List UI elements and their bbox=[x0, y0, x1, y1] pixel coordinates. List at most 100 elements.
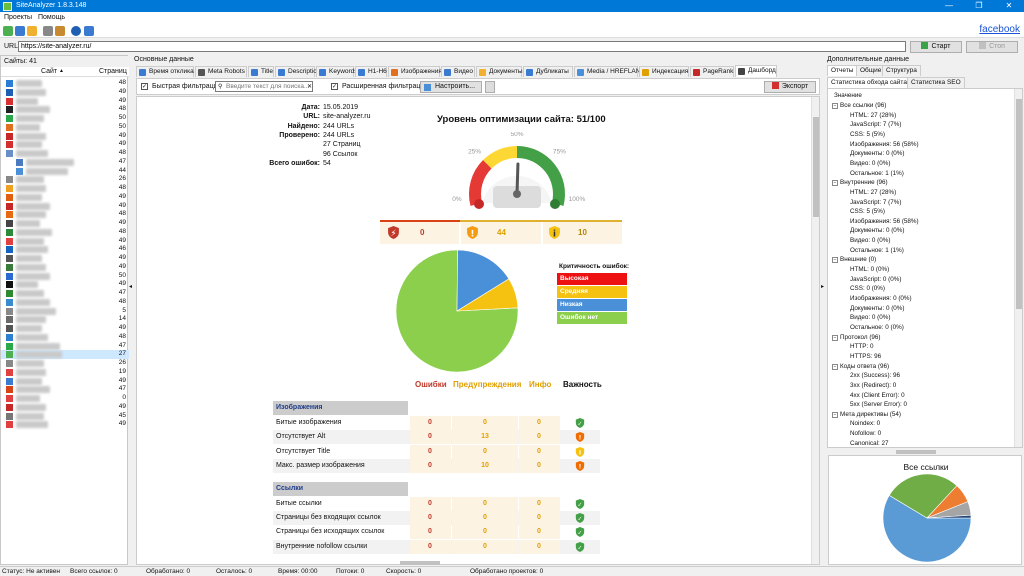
tab-item[interactable]: Документы bbox=[476, 66, 523, 77]
tree-group[interactable]: − Коды ответа (96) bbox=[832, 363, 889, 370]
site-row[interactable]: 47 bbox=[1, 342, 129, 351]
folder-icon[interactable] bbox=[27, 26, 37, 36]
tab-item[interactable]: Keywords bbox=[316, 66, 358, 77]
clear-search-icon[interactable]: ✕ bbox=[307, 84, 313, 90]
menu-projects[interactable]: Проекты bbox=[4, 14, 33, 21]
site-row[interactable]: 45 bbox=[1, 412, 129, 421]
tree-group[interactable]: − Внешние (0) bbox=[832, 256, 876, 264]
site-row[interactable]: 46 bbox=[1, 245, 129, 254]
tab-item[interactable]: Видео bbox=[441, 66, 475, 77]
col-site[interactable]: Сайт bbox=[41, 68, 58, 75]
collapse-toggle-icon[interactable]: − bbox=[832, 103, 838, 109]
site-row[interactable]: 48 bbox=[1, 149, 129, 158]
site-row[interactable]: 44 bbox=[1, 167, 129, 176]
site-row[interactable]: 49 bbox=[1, 377, 129, 386]
tab-structure[interactable]: Структура bbox=[882, 65, 921, 76]
configure-button[interactable]: Настроить... bbox=[420, 81, 482, 93]
site-row[interactable]: 48 bbox=[1, 228, 129, 237]
collapse-toggle-icon[interactable]: − bbox=[832, 334, 838, 341]
bottom-splitter[interactable] bbox=[400, 561, 440, 565]
tab-item[interactable]: Description bbox=[275, 66, 321, 77]
site-row[interactable]: 48 bbox=[1, 298, 129, 307]
tab-item[interactable]: Изображения bbox=[388, 66, 442, 77]
site-row[interactable]: 49 bbox=[1, 202, 129, 211]
site-row[interactable]: 27 bbox=[1, 350, 129, 359]
issue-row[interactable]: Макс. размер изображения 0 10 0! bbox=[273, 459, 600, 474]
tree-group[interactable]: − Внутренние (96) bbox=[832, 179, 888, 187]
tab-item[interactable]: Время отклика bbox=[136, 66, 194, 77]
tab-item[interactable]: Индексация bbox=[639, 66, 689, 77]
site-row[interactable]: 5 bbox=[1, 307, 129, 316]
tab-item[interactable]: Media / HREFLANG bbox=[574, 66, 646, 77]
tab-seo-stats[interactable]: Статистика SEO bbox=[907, 77, 965, 88]
menu-help[interactable]: Помощь bbox=[38, 14, 66, 21]
site-row[interactable]: 47 bbox=[1, 158, 129, 167]
issue-row[interactable]: Страницы без исходящих ссылок 0 0 0 ✓ bbox=[273, 525, 600, 540]
tree-group[interactable]: − Все ссылки (96) bbox=[832, 102, 886, 109]
issue-row[interactable]: Страницы без входящих ссылок 0 0 0 ✓ bbox=[273, 511, 600, 525]
url-input[interactable] bbox=[18, 41, 906, 52]
site-row[interactable]: 48 bbox=[1, 184, 129, 193]
facebook-link[interactable]: facebook bbox=[979, 24, 1020, 35]
site-row[interactable]: 49 bbox=[1, 324, 129, 333]
splitter-left-arrow[interactable]: ◂ bbox=[129, 284, 133, 290]
collapse-toggle-icon[interactable]: − bbox=[832, 363, 838, 370]
site-row[interactable]: 48 bbox=[1, 79, 129, 88]
tab-dashboard[interactable]: Дашборд bbox=[735, 65, 777, 77]
site-row[interactable]: 26 bbox=[1, 175, 129, 184]
update-icon[interactable] bbox=[84, 26, 94, 36]
splitter-right-arrow[interactable]: ▸ bbox=[821, 284, 825, 290]
site-row[interactable]: 49 bbox=[1, 97, 129, 106]
site-row[interactable]: 49 bbox=[1, 280, 129, 289]
tab-reports[interactable]: Отчеты bbox=[827, 65, 858, 76]
issue-row[interactable]: Отсутствует Title 0 0 0 i bbox=[273, 444, 600, 459]
site-row[interactable]: 48 bbox=[1, 210, 129, 219]
stop-button[interactable]: Стоп bbox=[966, 41, 1018, 53]
collapse-toggle-icon[interactable]: − bbox=[832, 257, 838, 264]
issue-row[interactable]: Битые изображения 0 0 0 ✓ bbox=[273, 416, 600, 430]
site-row[interactable]: 49 bbox=[1, 88, 129, 97]
site-row[interactable]: 47 bbox=[1, 289, 129, 298]
clear-filter-button[interactable] bbox=[485, 81, 495, 93]
site-row[interactable]: 50 bbox=[1, 123, 129, 132]
site-row[interactable]: 0 bbox=[1, 394, 129, 403]
site-row[interactable]: 49 bbox=[1, 263, 129, 272]
network-icon[interactable] bbox=[15, 26, 25, 36]
col-pages[interactable]: Страниц bbox=[99, 68, 127, 75]
tree-group[interactable]: − Протокол (96) bbox=[832, 334, 881, 341]
quick-filter-checkbox[interactable]: ✓ bbox=[141, 83, 148, 90]
site-row[interactable]: 48 bbox=[1, 105, 129, 114]
site-row[interactable]: 47 bbox=[1, 385, 129, 394]
advanced-filter-checkbox[interactable]: ✓ bbox=[331, 83, 338, 90]
issue-row[interactable]: Внутренние nofollow ссылки 0 0 0 ✓ bbox=[273, 539, 600, 554]
maximize-button[interactable]: ❐ bbox=[975, 1, 983, 10]
tab-crawl-stats[interactable]: Статистика обхода сайта bbox=[827, 77, 911, 88]
close-button[interactable]: ✕ bbox=[1005, 1, 1013, 10]
export-button[interactable]: Экспорт bbox=[764, 81, 816, 93]
issue-row[interactable]: Битые ссылки 0 0 0 ✓ bbox=[273, 496, 600, 511]
tab-general[interactable]: Общие bbox=[856, 65, 886, 76]
site-row[interactable]: 49 bbox=[1, 237, 129, 246]
filter-search-input[interactable] bbox=[215, 81, 313, 92]
tab-item[interactable]: PageRank bbox=[690, 66, 734, 77]
site-row[interactable]: 49 bbox=[1, 254, 129, 263]
site-row[interactable]: 19 bbox=[1, 368, 129, 377]
dashboard-scrollbar[interactable] bbox=[811, 97, 819, 564]
tools-icon[interactable] bbox=[43, 26, 53, 36]
site-row[interactable]: 49 bbox=[1, 132, 129, 141]
tab-item[interactable]: Title bbox=[248, 66, 274, 77]
right-splitter[interactable] bbox=[896, 450, 936, 454]
site-row[interactable]: 49 bbox=[1, 193, 129, 202]
add-project-icon[interactable] bbox=[3, 26, 13, 36]
info-icon[interactable] bbox=[71, 26, 81, 36]
site-row[interactable]: 26 bbox=[1, 359, 129, 368]
filter-icon[interactable] bbox=[55, 26, 65, 36]
tree-group[interactable]: − Мета директивы (54) bbox=[832, 411, 901, 418]
collapse-toggle-icon[interactable]: − bbox=[832, 180, 838, 187]
tree-scrollbar[interactable] bbox=[1014, 89, 1022, 447]
tab-item[interactable]: Дубликаты bbox=[523, 66, 573, 77]
site-row[interactable]: 14 bbox=[1, 315, 129, 324]
site-row[interactable]: 50 bbox=[1, 114, 129, 123]
tab-item[interactable]: Meta Robots bbox=[195, 66, 247, 77]
minimize-button[interactable]: — bbox=[945, 1, 953, 10]
